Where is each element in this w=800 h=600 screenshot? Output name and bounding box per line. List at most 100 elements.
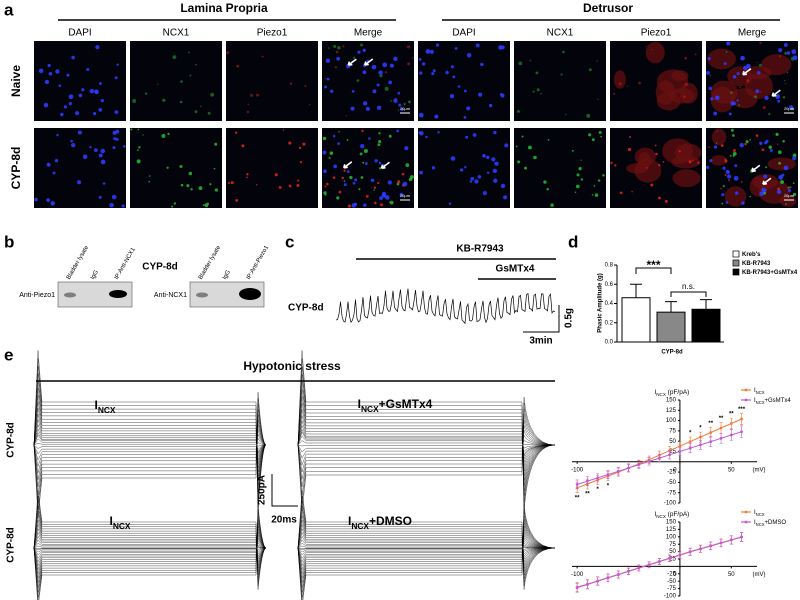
contraction-trace	[335, 288, 556, 325]
cell	[214, 142, 218, 146]
muscle-bundle	[710, 155, 728, 166]
cell	[739, 143, 744, 148]
cell	[68, 102, 72, 106]
row-label: CYP-8d	[288, 303, 324, 314]
point	[616, 469, 620, 473]
micrograph	[418, 41, 510, 121]
cell	[759, 191, 764, 197]
x-unit: (mV)	[753, 572, 766, 578]
muscle-bundle	[671, 155, 701, 169]
current-trace	[297, 504, 556, 600]
cell	[93, 148, 98, 153]
y-tick-label: 0.0	[605, 340, 614, 346]
cell	[429, 49, 434, 54]
cell	[171, 205, 174, 208]
cell	[784, 51, 788, 55]
micrograph: 20μm	[322, 128, 414, 208]
cell	[480, 62, 484, 67]
cell	[728, 112, 732, 116]
muscle-bundle	[638, 151, 651, 170]
point	[740, 430, 743, 434]
cell	[776, 189, 782, 194]
cell	[720, 144, 724, 147]
cell	[638, 81, 641, 85]
cell	[709, 159, 713, 163]
current-trace	[297, 532, 556, 571]
cell	[518, 61, 523, 66]
point	[709, 431, 713, 434]
cell	[761, 148, 765, 152]
current-trace	[33, 403, 267, 502]
label-suffix: +DMSO	[369, 514, 412, 528]
cell	[397, 91, 401, 95]
cell	[299, 161, 303, 164]
cell	[626, 85, 628, 87]
column-label: NCX1	[547, 28, 574, 39]
cell	[683, 95, 686, 98]
cell	[70, 139, 73, 143]
current-trace	[33, 401, 267, 477]
y-tick-label: -25	[667, 571, 676, 577]
cell	[756, 61, 758, 64]
scale-bar-label: 20μm	[784, 193, 795, 198]
scale-label: 0.5g	[564, 308, 575, 328]
y-tick-label: 25	[669, 449, 676, 455]
current-trace	[297, 409, 556, 471]
current-trace	[297, 382, 556, 491]
muscle-bundle	[744, 73, 773, 99]
cell	[346, 139, 349, 141]
label-main: I	[358, 397, 361, 411]
cell	[397, 180, 401, 184]
cell	[728, 179, 730, 182]
cell	[380, 203, 384, 207]
cell	[363, 149, 368, 153]
muscle-bundle	[711, 128, 727, 146]
cell	[755, 134, 759, 137]
current-trace	[297, 420, 556, 463]
y-tick-label: 75	[669, 428, 676, 434]
micrograph	[514, 41, 606, 121]
cell	[730, 101, 735, 106]
cell	[597, 98, 599, 100]
label: INCX+GsMTx4	[754, 398, 791, 405]
cell	[730, 91, 733, 94]
cell	[81, 88, 85, 92]
current-trace	[33, 515, 267, 593]
cell	[535, 71, 539, 75]
cell	[308, 103, 311, 106]
label: INCX (pF/pA)	[654, 389, 689, 397]
label: INCX (pF/pA)	[654, 511, 689, 519]
cell	[345, 114, 348, 117]
cell	[288, 141, 292, 145]
cell	[373, 189, 375, 191]
point	[575, 586, 579, 590]
cell	[261, 55, 264, 58]
cell	[576, 173, 580, 177]
error-bar	[630, 283, 642, 298]
cell	[528, 145, 532, 150]
cell	[425, 135, 428, 139]
cell	[382, 62, 388, 68]
current-trace	[297, 535, 556, 567]
cell	[352, 181, 356, 185]
x-unit: (mV)	[753, 467, 766, 473]
cell	[721, 193, 725, 197]
cell	[746, 79, 750, 83]
arrow	[347, 58, 357, 66]
cell	[347, 204, 351, 208]
cell	[784, 82, 787, 85]
micrograph-bg	[130, 41, 222, 121]
cell	[121, 204, 125, 208]
current-trace	[33, 512, 267, 598]
cell	[326, 182, 329, 186]
cell	[736, 99, 739, 102]
cell	[148, 180, 150, 183]
cell	[227, 182, 230, 185]
legend-swatch	[732, 259, 740, 267]
cell	[713, 145, 718, 149]
micrograph-bg	[514, 41, 606, 121]
current-trace	[33, 350, 267, 514]
label-main: I	[754, 388, 756, 394]
cell	[517, 109, 520, 113]
cell	[378, 140, 382, 144]
